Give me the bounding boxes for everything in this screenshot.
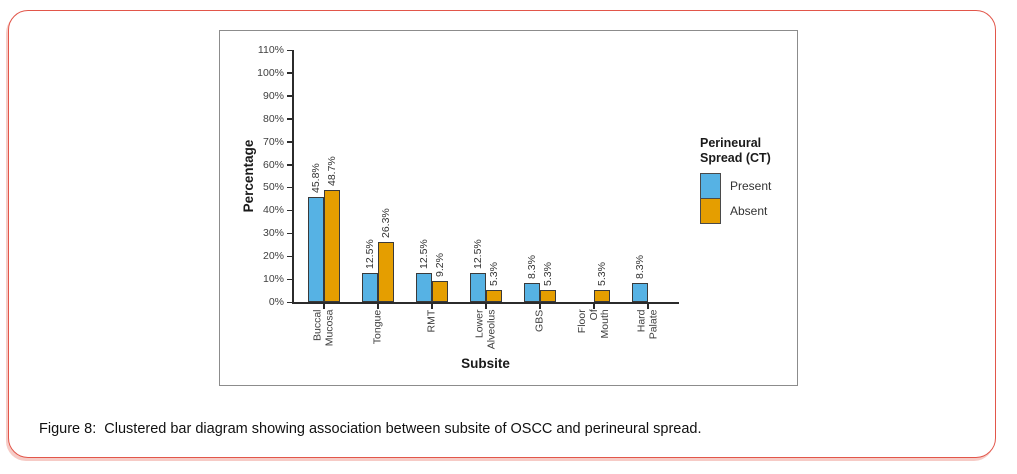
present-swatch	[700, 173, 721, 199]
bar-value-label: 48.7%	[326, 156, 338, 187]
y-tick-label: 60%	[262, 158, 284, 171]
y-axis-line	[292, 50, 294, 304]
y-tick	[287, 72, 292, 74]
x-category-label: RMT	[425, 309, 438, 333]
y-tick	[287, 301, 292, 303]
bar-value-label: 26.3%	[380, 207, 392, 238]
y-tick	[287, 209, 292, 212]
bar-value-label: 12.5%	[364, 239, 376, 270]
x-tick	[485, 304, 487, 309]
y-tick	[287, 118, 292, 120]
absent-swatch	[700, 197, 721, 224]
figure-frame: Percentage Subsite 0% 10% 20% 30% 40% 50% 60% 7…	[8, 10, 996, 458]
y-tick-label: 10%	[262, 273, 284, 286]
y-tick-label: 20%	[262, 250, 284, 263]
y-tick	[287, 255, 292, 258]
y-tick	[287, 95, 292, 97]
x-tick	[323, 304, 325, 309]
y-tick	[287, 232, 292, 235]
legend-item-present: Present	[700, 173, 810, 199]
y-axis-title: Percentage	[241, 139, 256, 213]
bar-value-label: 12.5%	[472, 239, 484, 270]
bar-present	[524, 282, 540, 302]
y-tick-label: 110%	[257, 44, 284, 56]
x-axis-line	[292, 302, 679, 304]
y-tick	[287, 141, 292, 143]
y-tick-label: 100%	[257, 66, 284, 79]
bar-present	[308, 197, 324, 302]
bar-value-label: 9.2%	[434, 252, 446, 277]
x-tick	[431, 304, 433, 309]
bar-absent	[594, 289, 610, 302]
y-tick-label: 0%	[268, 296, 284, 308]
bar-present	[470, 273, 486, 302]
x-category-label: Buccal Mucosa	[311, 309, 336, 347]
bar-value-label: 5.3%	[488, 261, 500, 286]
x-category-label: Hard Palate	[635, 309, 660, 340]
legend-item-absent: Absent	[700, 197, 810, 224]
y-tick-label: 30%	[262, 227, 284, 240]
bar-absent	[378, 241, 394, 302]
y-tick-label: 80%	[262, 112, 284, 125]
legend-label-present: Present	[730, 179, 772, 193]
bar-value-label: 5.3%	[596, 261, 608, 286]
y-tick-label: 50%	[262, 181, 284, 194]
y-tick-label: 70%	[262, 135, 284, 148]
figure-caption: Figure 8: Clustered bar diagram showing …	[39, 421, 702, 437]
bar-absent	[486, 289, 502, 302]
chart-legend: Perineural Spread (CT) Present Absent	[700, 136, 810, 224]
x-tick	[377, 304, 379, 309]
y-tick-label: 90%	[262, 89, 284, 102]
y-tick	[287, 49, 292, 51]
bar-value-label: 8.3%	[526, 255, 538, 279]
y-tick	[287, 164, 292, 166]
x-category-label: Lower Alveolus	[473, 309, 498, 350]
x-category-label: Tongue	[371, 309, 384, 344]
x-tick	[647, 304, 649, 309]
legend-label-absent: Absent	[730, 204, 768, 219]
bar-value-label: 12.5%	[418, 239, 430, 270]
x-category-label: GBS	[533, 309, 546, 332]
bar-absent	[540, 289, 556, 302]
legend-title: Perineural Spread (CT)	[700, 136, 771, 165]
x-category-label: Floor Of Mouth	[575, 309, 611, 339]
y-tick	[287, 278, 292, 281]
bar-value-label: 8.3%	[634, 255, 646, 279]
bar-value-label: 45.8%	[310, 163, 322, 194]
bar-present	[362, 273, 378, 302]
bar-present	[416, 273, 432, 302]
bar-present	[632, 282, 648, 302]
x-tick	[593, 304, 595, 309]
bar-absent	[324, 190, 340, 302]
x-axis-title: Subsite	[461, 356, 510, 371]
y-tick	[287, 186, 292, 189]
x-tick	[539, 304, 541, 309]
bar-absent	[432, 280, 448, 302]
bar-chart: Percentage Subsite 0% 10% 20% 30% 40% 50% 60% 7…	[219, 30, 798, 386]
bar-value-label: 5.3%	[542, 261, 554, 286]
y-tick-label: 40%	[262, 204, 284, 217]
